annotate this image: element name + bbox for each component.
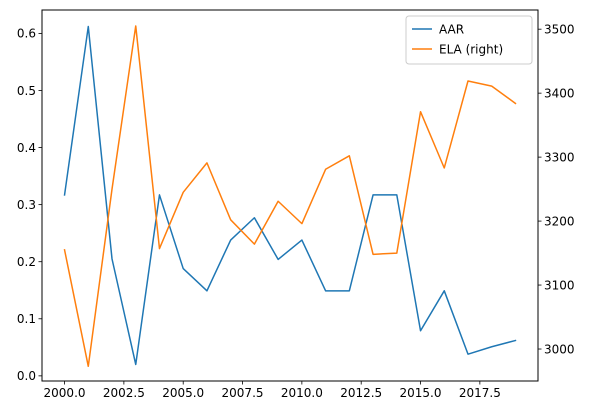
x-tick-label: 2005.0 [162, 386, 204, 400]
y-axis-left: 0.0 0.1 0.2 0.3 0.4 0.5 0.6 [17, 27, 42, 383]
x-tick-label: 2010.0 [281, 386, 323, 400]
plot-lines [63, 25, 517, 368]
axes-frame [41, 9, 539, 382]
y-right-tick-label: 3100 [544, 278, 575, 292]
legend: AAR ELA (right) [405, 15, 533, 65]
y-left-tick-label: 0.0 [17, 369, 36, 383]
x-tick-label: 2002.5 [103, 386, 145, 400]
y-left-tick-label: 0.5 [17, 84, 36, 98]
y-right-tick-label: 3500 [544, 22, 575, 36]
y-left-tick-label: 0.6 [17, 27, 36, 41]
legend-label-0: AAR [439, 22, 464, 36]
y-right-tick-label: 3200 [544, 214, 575, 228]
series-line-0 [63, 25, 517, 366]
x-tick-label: 2000.0 [44, 386, 86, 400]
x-tick-label: 2015.0 [400, 386, 442, 400]
y-left-tick-label: 0.4 [17, 141, 36, 155]
y-right-tick-label: 3300 [544, 150, 575, 164]
legend-label-1: ELA (right) [439, 42, 503, 56]
x-tick-label: 2012.5 [340, 386, 382, 400]
x-axis: 2000.0 2002.5 2005.0 2007.5 2010.0 2012.5 2015… [44, 381, 501, 400]
y-axis-right: 3000 3100 3200 3300 3400 3500 [538, 22, 575, 356]
y-left-tick-label: 0.3 [17, 198, 36, 212]
y-left-tick-label: 0.1 [17, 312, 36, 326]
y-right-tick-label: 3400 [544, 86, 575, 100]
y-right-tick-label: 3000 [544, 342, 575, 356]
series-line-1 [63, 25, 517, 368]
y-left-tick-label: 0.2 [17, 255, 36, 269]
x-tick-label: 2007.5 [222, 386, 264, 400]
x-tick-label: 2017.5 [459, 386, 501, 400]
legend-box [405, 15, 533, 65]
